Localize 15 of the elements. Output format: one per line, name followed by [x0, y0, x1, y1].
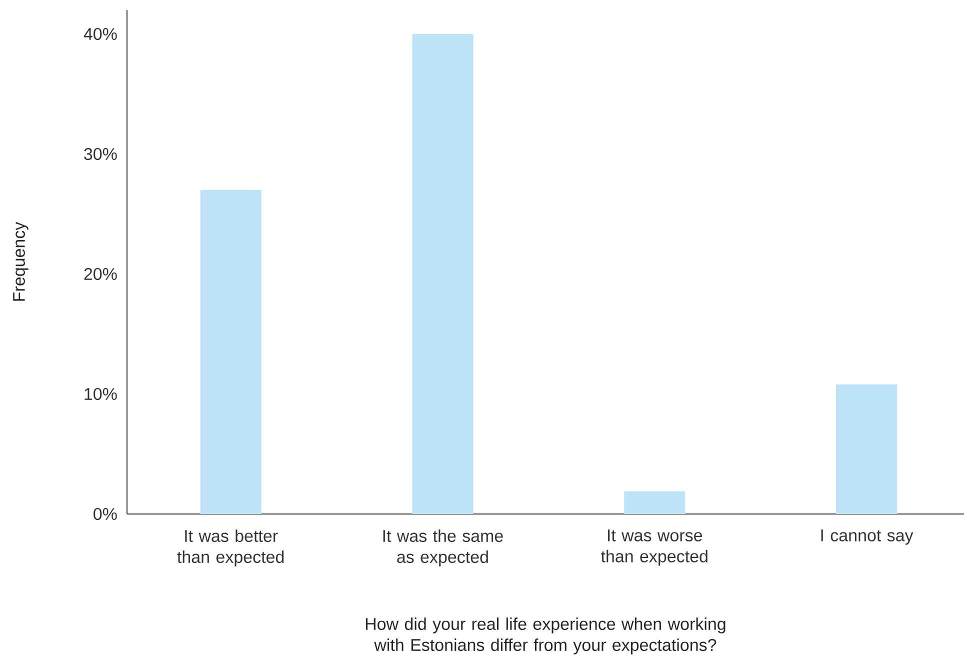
x-axis-title: How did your real life experience when working with Estonians differ from your expectations?: [366, 618, 726, 654]
bar: [836, 384, 898, 514]
x-tick-label: I cannot say: [821, 530, 914, 545]
bar: [624, 491, 686, 514]
x-tick-label: It was the same as expected: [383, 530, 503, 566]
y-tick-label: 30%: [84, 148, 117, 160]
y-axis-title: Frequency: [13, 222, 28, 301]
x-tick-label: It was worse than expected: [601, 530, 708, 566]
y-tick-label: 0%: [94, 508, 117, 520]
bar: [412, 34, 474, 514]
y-tick-label: 10%: [84, 388, 117, 400]
y-tick-label: 20%: [84, 268, 117, 280]
y-tick-label: 40%: [84, 28, 117, 40]
bar: [200, 190, 262, 514]
x-tick-label: It was better than expected: [177, 530, 284, 566]
